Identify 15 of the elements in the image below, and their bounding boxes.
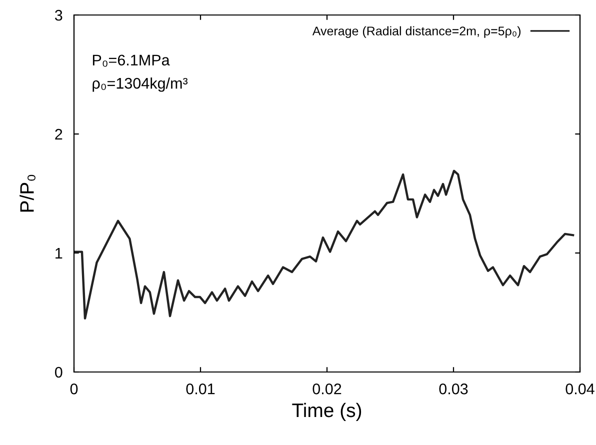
x-tick-label: 0 — [70, 384, 78, 394]
x-tick-label: 0.03 — [439, 384, 468, 394]
x-tick-label: 0.04 — [566, 384, 594, 394]
y-axis-title: P/P₀ — [20, 174, 36, 212]
x-tick-label: 0.02 — [312, 384, 342, 394]
y-tick-label: 0 — [54, 366, 62, 378]
annotation: P₀=6.1MPa — [92, 54, 170, 67]
x-axis-title: Time (s) — [292, 402, 362, 422]
annotation: ρ₀=1304kg/m³ — [92, 77, 188, 92]
line-series — [74, 170, 574, 320]
legend-label: Average (Radial distance=2m, ρ=5ρ₀) — [312, 26, 520, 38]
y-tick-label: 1 — [56, 248, 62, 259]
x-tick-label: 0.01 — [186, 384, 215, 394]
y-tick-label: 3 — [54, 10, 62, 21]
y-tick-label: 2 — [55, 128, 62, 140]
